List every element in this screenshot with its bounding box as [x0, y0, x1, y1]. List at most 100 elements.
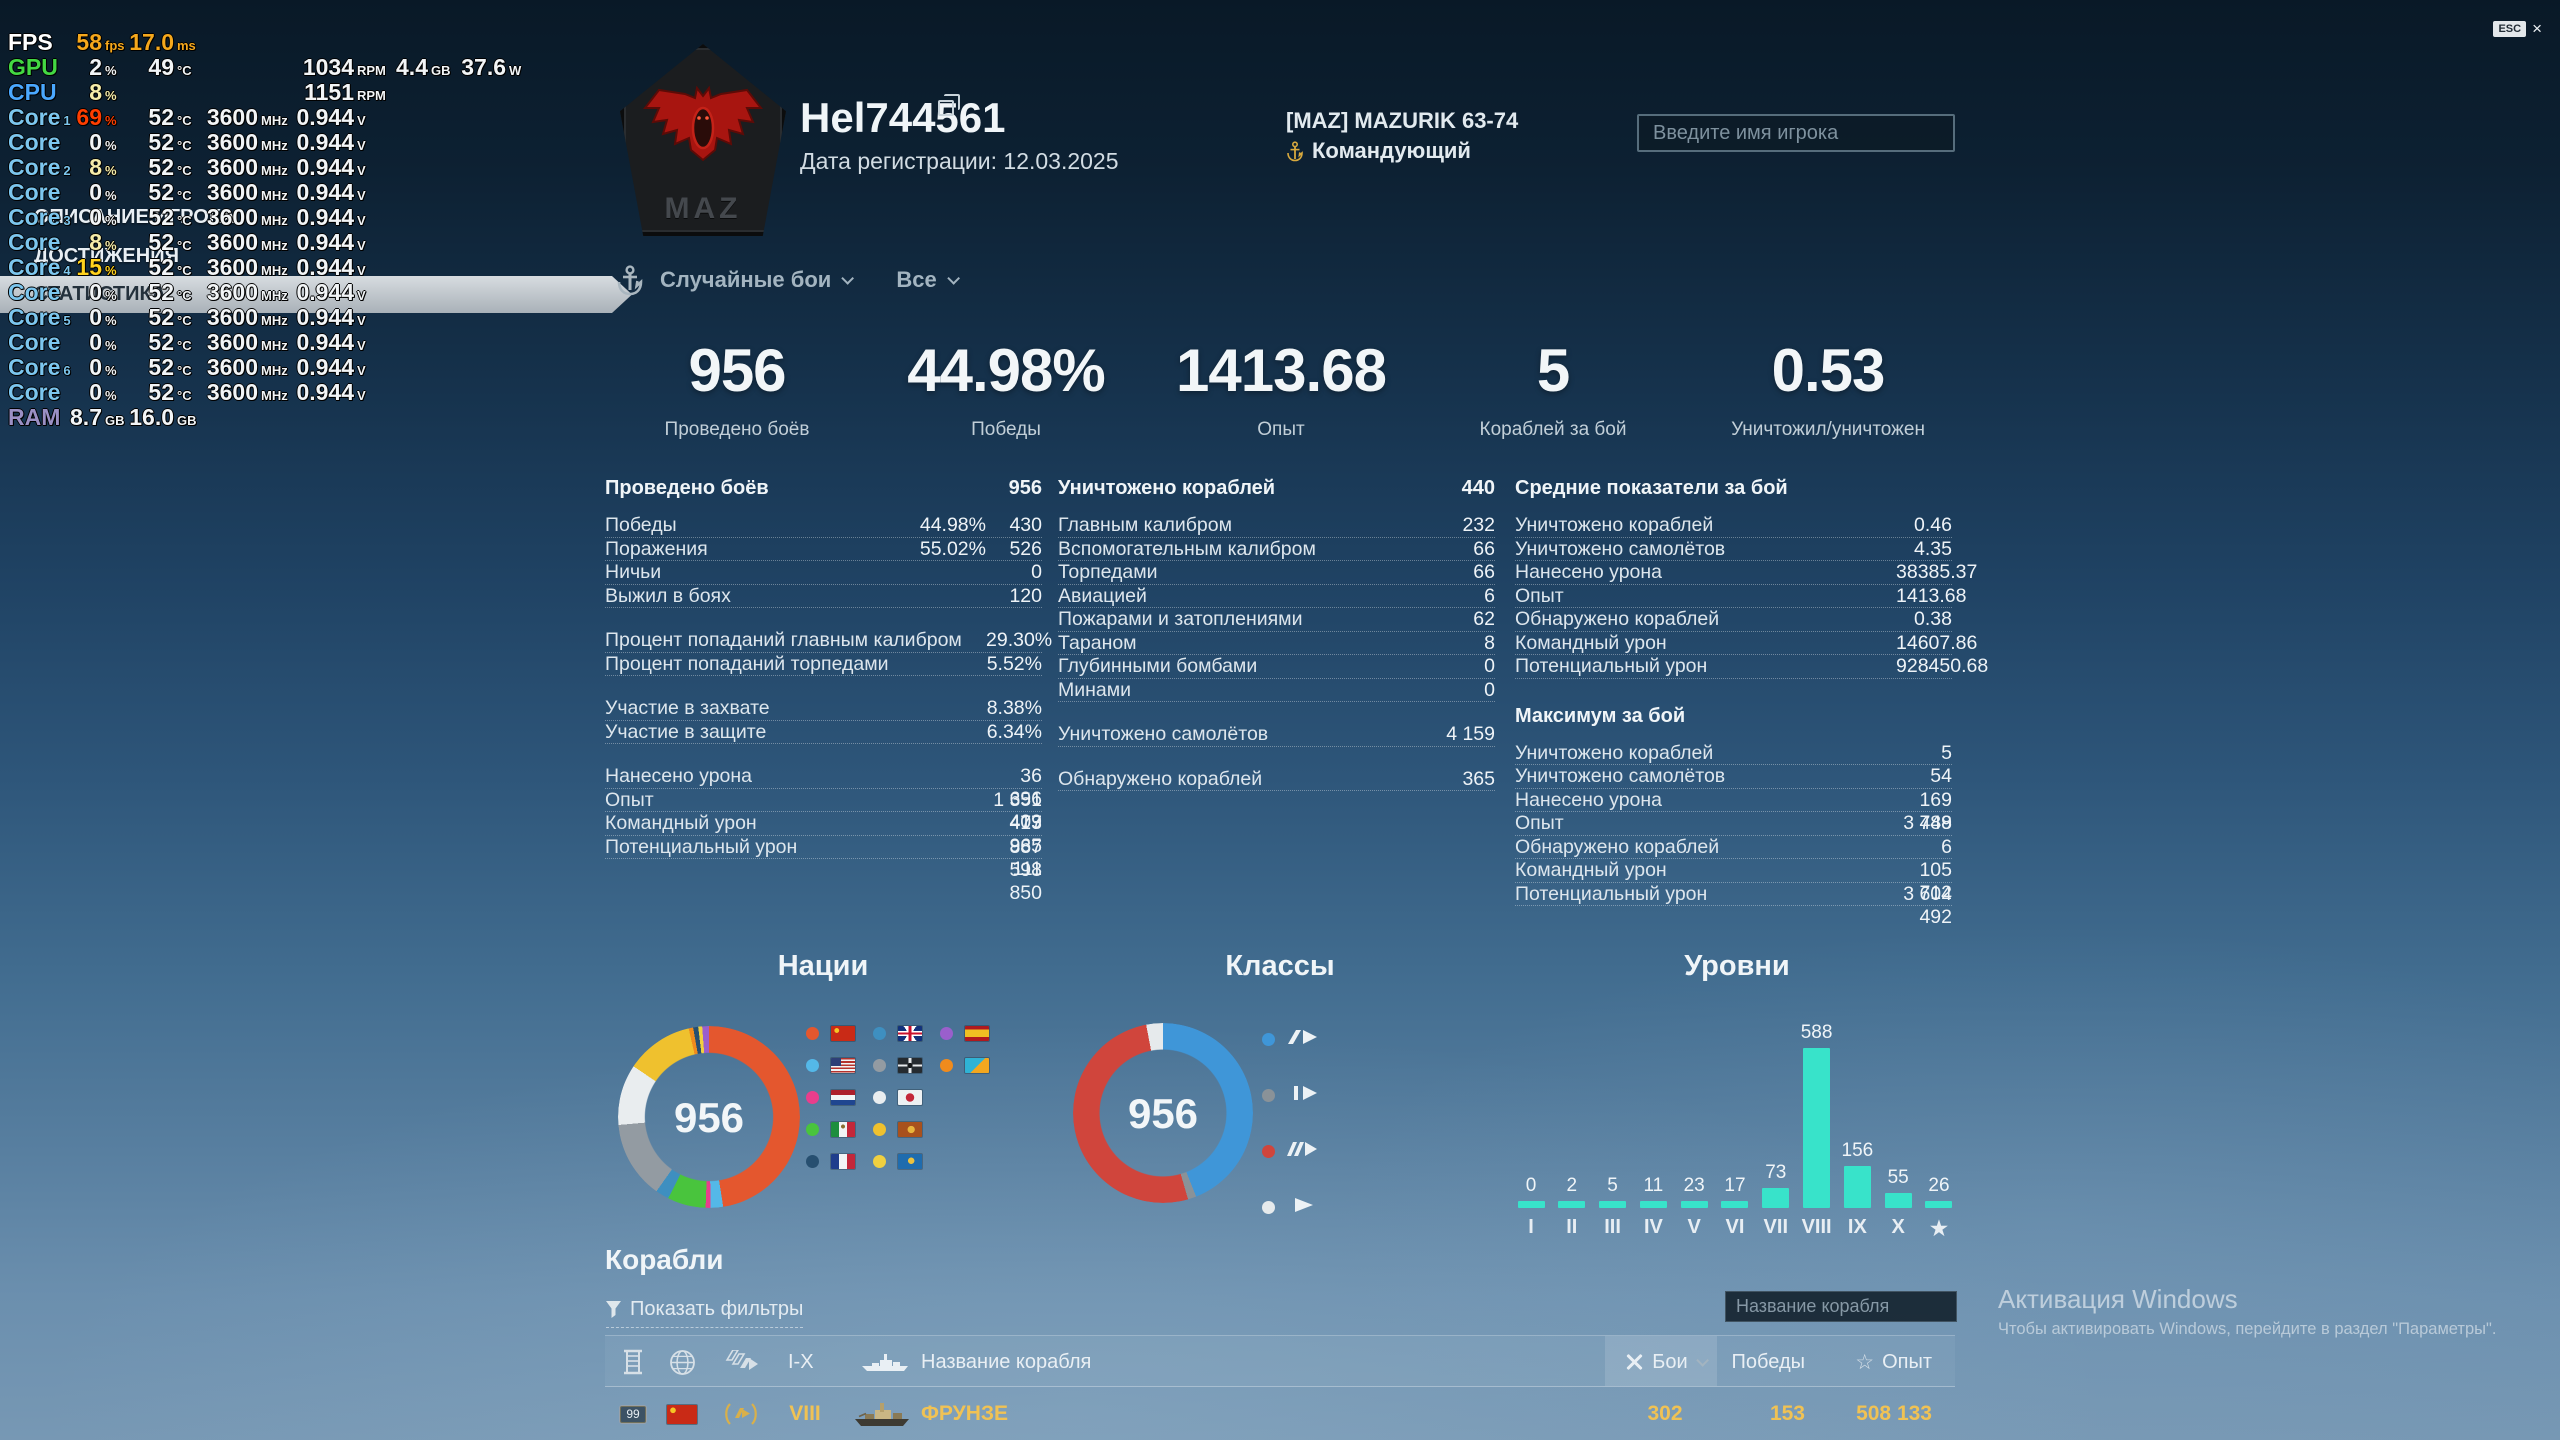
registration-date: Дата регистрации: 12.03.2025 [800, 148, 1119, 174]
summary-stat: 0.53 Уничтожил/уничтожен [1731, 337, 1925, 440]
legend-dot [873, 1155, 886, 1168]
windows-activation-watermark: Активация Windows [1998, 1284, 2238, 1314]
monitor-row: Core 0% 52 °C 3600 MHz 0.944 V [8, 279, 366, 305]
close-icon[interactable]: × [2532, 19, 2542, 38]
legend-dot [806, 1123, 819, 1136]
legend-dot [806, 1091, 819, 1104]
wins-column-header[interactable]: Победы [1725, 1336, 1805, 1388]
period-select[interactable]: Все [896, 267, 960, 293]
ship-exp: 508 133 [1856, 1402, 1932, 1425]
stats-column-averages: Средние показатели за бой Уничтожено кор… [1515, 477, 1988, 928]
bat-icon [643, 85, 763, 162]
sidebar-item-player-description[interactable]: ОПИСАНИЕ ИГРОКА [34, 206, 236, 228]
ship-battles: 302 [1647, 1402, 1683, 1425]
show-filters-label: Показать фильтры [630, 1298, 804, 1320]
clan-role-label: Командующий [1312, 138, 1471, 163]
chevron-down-icon [946, 271, 960, 285]
cruiser-class-icon [1287, 1030, 1317, 1049]
period-value: Все [896, 267, 937, 292]
monitor-row: CPU 8% 1151 RPM [8, 79, 386, 105]
level-bar-group: 2 [1554, 1175, 1590, 1208]
germany-flag-icon [898, 1058, 922, 1073]
stat-row: Процент попаданий торпедами 5.52% [605, 652, 1042, 676]
legend-dot [873, 1059, 886, 1072]
tier-filter[interactable]: I-X [788, 1350, 814, 1373]
ship-silhouette-icon [860, 1336, 910, 1388]
ship-name-search-input[interactable] [1725, 1291, 1957, 1322]
sidebar-item-statistics[interactable]: СТАТИСТИКА [0, 276, 632, 313]
bar-value-label: 73 [1765, 1162, 1787, 1183]
player-name: Hel744561 [800, 94, 1006, 141]
stat-row: Победы 44.98% 430 [605, 514, 1042, 538]
level-bar-group: 55 [1880, 1167, 1916, 1208]
stats-header: Максимум за бой [1515, 704, 1686, 727]
nations-donut-chart [618, 1026, 800, 1208]
battles-column-header[interactable]: Бои [1610, 1336, 1720, 1388]
anchor-icon [1287, 140, 1303, 161]
stat-row: Ничьи 0 [605, 561, 1042, 585]
ship-table-row[interactable]: 99 VIII ФРУНЗЕ 302 153 508 133 [605, 1388, 1955, 1440]
level-bar-group: 26 [1921, 1175, 1957, 1208]
legend-dot [806, 1059, 819, 1072]
tier-axis-label: VIII [1801, 1216, 1832, 1238]
monitor-row: RAM 8.7 GB 16.0 GB [8, 404, 197, 430]
stat-row: Уничтожено самолётов 4 159 [1058, 723, 1495, 747]
ship-name: ФРУНЗЕ [921, 1402, 1009, 1425]
stat-row: Торпедами 66 [1058, 561, 1495, 585]
level-bar-group: 0 [1513, 1175, 1549, 1208]
stat-row: Потенциальный урон 887 598 850 [605, 835, 1042, 904]
ships-section-title: Корабли [605, 1244, 724, 1275]
clan-role: Командующий [1286, 138, 1471, 164]
ship-type-filter-icon[interactable] [621, 1336, 645, 1388]
stat-row: Обнаружено кораблей 6 [1515, 835, 1952, 859]
ship-name-column-header[interactable]: Название корабля [921, 1350, 1092, 1373]
stat-row: Процент попаданий главным калибром 29.30% [605, 629, 1053, 653]
level-bar [1884, 1193, 1912, 1208]
ships-table-header: I-X Название корабля Бои Победы ☆ Опыт [605, 1335, 1955, 1387]
crossed-swords-icon [1625, 1353, 1643, 1371]
stat-row: Глубинными бомбами 0 [1058, 655, 1495, 679]
stat-row: Уничтожено самолётов 54 [1515, 765, 1952, 789]
show-filters-button[interactable]: Показать фильтры [606, 1298, 804, 1328]
japan-flag-icon [898, 1090, 922, 1105]
esc-key-hint: ESC [2493, 20, 2527, 37]
stat-row: Участие в защите 6.34% [605, 720, 1042, 744]
stats-column-battles: Проведено боёв 956 Победы 44.98% 430 Пораже… [605, 477, 1053, 904]
clan-name[interactable]: [MAZ] MAZURIK 63-74 [1286, 108, 1519, 133]
hardware-monitor-overlay: FPS 58 fps 17.0 ms GPU 2% 49 °C 1034 RPM 4.4… [8, 30, 527, 430]
windows-activation-hint: Чтобы активировать Windows, перейдите в … [1998, 1320, 2497, 1338]
nations-total: 956 [673, 1094, 745, 1141]
stat-row: Опыт 3 748 [1515, 812, 1952, 836]
stats-column-destroyed: Уничтожено кораблей 440 Главным калибром 2… [1058, 477, 1495, 791]
usa-flag-icon [831, 1058, 855, 1073]
level-bar [1843, 1166, 1871, 1208]
level-bar [1762, 1188, 1790, 1208]
destroyer-class-icon [1287, 1086, 1317, 1105]
level-bar [1925, 1201, 1953, 1208]
monitor-row: Core 5 0% 52 °C 3600 MHz 0.944 V [8, 304, 366, 330]
carrier-class-icon [1287, 1198, 1317, 1217]
panasia-flag-icon [965, 1058, 989, 1073]
level-bar [1721, 1201, 1749, 1208]
monitor-row: Core 6 0% 52 °C 3600 MHz 0.944 V [8, 354, 366, 380]
commonwealth-flag-icon [898, 1122, 922, 1137]
monitor-row: Core 0% 52 °C 3600 MHz 0.944 V [8, 379, 366, 405]
level-bar-group: 5 [1595, 1175, 1631, 1208]
tier-axis-label: II [1566, 1216, 1578, 1238]
stat-row: Тараном 8 [1058, 631, 1495, 655]
bar-value-label: 0 [1525, 1175, 1537, 1196]
stat-row: Выжил в боях 120 [605, 584, 1042, 608]
nation-filter-icon[interactable] [669, 1336, 696, 1388]
stat-row: Нанесено урона 38385.37 [1515, 561, 1978, 585]
stat-row: Командный урон 105 712 [1515, 859, 1952, 904]
exp-column-header[interactable]: ☆ Опыт [1855, 1350, 1932, 1374]
stats-header: Уничтожено кораблей 440 [1058, 477, 1495, 499]
class-filter-icon[interactable] [725, 1336, 759, 1388]
tier-axis-label: X [1891, 1216, 1905, 1238]
sidebar-item-achievements[interactable]: ДОСТИЖЕНИЯ [34, 245, 179, 267]
legend-dot [873, 1123, 886, 1136]
battle-type-select[interactable]: Случайные бои [660, 267, 855, 293]
player-search-input[interactable] [1637, 114, 1955, 152]
ship-slot-badge: 99 [619, 1388, 647, 1440]
copy-icon[interactable] [938, 94, 960, 116]
